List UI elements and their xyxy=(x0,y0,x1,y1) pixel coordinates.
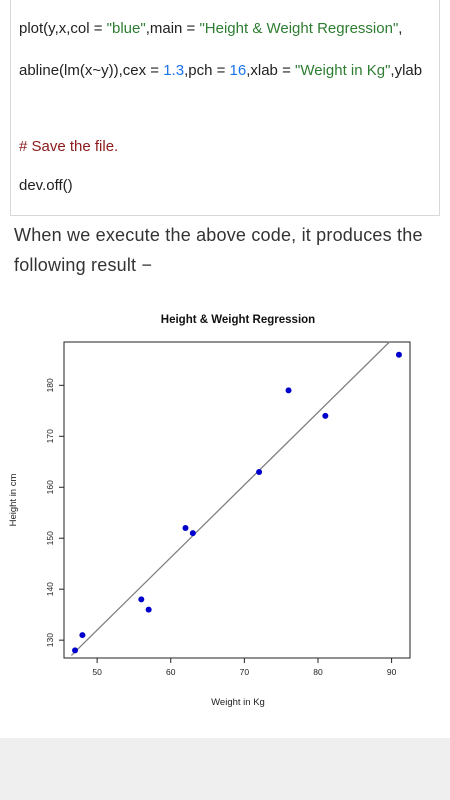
code-line-plot: plot(y,x,col = "blue",main = "Height & W… xyxy=(19,20,402,37)
data-point xyxy=(79,632,86,639)
x-tick-label: 80 xyxy=(313,667,323,677)
code-text: ,xlab = xyxy=(246,62,295,79)
y-axis-label: Height in cm xyxy=(8,474,19,527)
code-number: 1.3 xyxy=(163,62,185,79)
y-tick-label: 150 xyxy=(45,531,55,545)
data-point xyxy=(145,606,152,613)
chart-background xyxy=(0,300,450,720)
result-paragraph: When we execute the above code, it produ… xyxy=(14,225,423,275)
code-comment: # Save the file. xyxy=(19,138,119,155)
data-point xyxy=(322,412,329,419)
code-text: ,pch = xyxy=(184,62,230,79)
data-point xyxy=(256,468,263,475)
data-point xyxy=(395,351,402,358)
code-text: , xyxy=(398,20,403,37)
code-text: plot(y,x,col = xyxy=(19,20,107,37)
code-line-devoff: dev.off() xyxy=(19,177,73,194)
code-string: "Weight in Kg" xyxy=(295,62,391,79)
bottom-bar xyxy=(0,738,450,800)
x-tick-label: 60 xyxy=(166,667,176,677)
x-tick-label: 90 xyxy=(387,667,397,677)
data-point xyxy=(138,596,145,603)
y-tick-label: 130 xyxy=(45,633,55,647)
y-axis: 130 140 150 160 170 180 xyxy=(45,378,64,647)
y-tick-label: 170 xyxy=(45,429,55,443)
data-point xyxy=(285,387,292,394)
x-tick-label: 50 xyxy=(92,667,102,677)
data-point xyxy=(182,525,189,532)
regression-line xyxy=(70,341,390,656)
code-text: ,ylab xyxy=(390,62,423,79)
code-text: abline(lm(x~y)),cex = xyxy=(19,62,164,79)
y-tick-label: 160 xyxy=(45,480,55,494)
chart-title: Height & Weight Regression xyxy=(161,314,315,326)
data-point xyxy=(72,647,79,654)
x-tick-label: 70 xyxy=(240,667,250,677)
x-axis: 50 60 70 80 90 xyxy=(92,658,397,677)
code-block: plot(y,x,col = "blue",main = "Height & W… xyxy=(10,0,440,216)
code-string: "Height & Weight Regression" xyxy=(199,20,399,37)
code-line-abline: abline(lm(x~y)),cex = 1.3,pch = 16,xlab … xyxy=(19,62,422,79)
code-string: "blue" xyxy=(106,20,146,37)
data-point xyxy=(189,530,196,537)
code-number: 16 xyxy=(229,62,247,79)
data-points xyxy=(72,351,402,654)
y-tick-label: 140 xyxy=(45,582,55,596)
x-axis-label: Weight in Kg xyxy=(211,697,265,708)
code-text: ,main = xyxy=(145,20,200,37)
plot-frame xyxy=(63,341,411,659)
y-tick-label: 180 xyxy=(45,378,55,392)
scatter-chart: Height & Weight Regression 50 60 70 80 90 13… xyxy=(0,300,450,720)
chart-svg: Height & Weight Regression 50 60 70 80 90 13… xyxy=(0,300,450,720)
